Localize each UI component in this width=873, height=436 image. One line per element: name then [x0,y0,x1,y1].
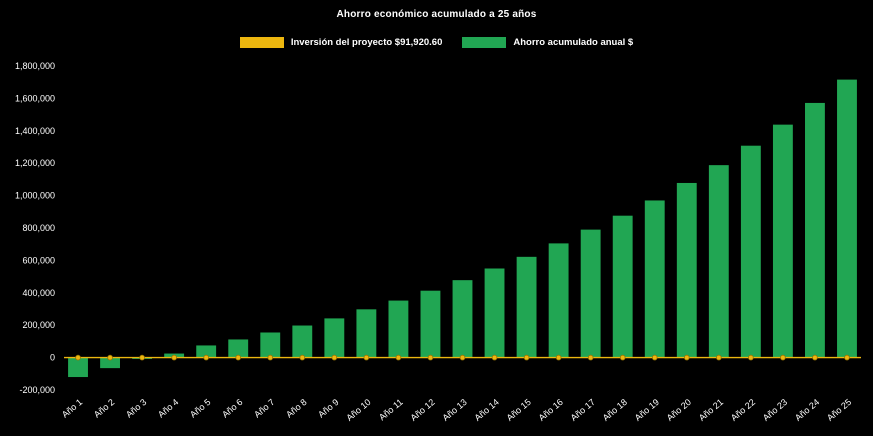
investment-marker [459,354,466,361]
y-tick-label: 800,000 [22,223,55,233]
investment-marker [139,354,145,361]
x-tick-label: Año 25 [825,397,853,423]
savings-bar [356,309,377,358]
investment-marker [107,354,113,361]
x-tick-label: Año 24 [793,397,821,423]
savings-bar [452,280,473,358]
y-tick-label: -200,000 [19,385,55,395]
savings-bar [548,243,569,358]
legend-item-investment: Inversión del proyecto $91,920.60 [239,37,443,48]
x-tick-label: Año 19 [633,397,661,423]
x-tick-label: Año 1 [60,397,84,420]
savings-bar [805,102,825,358]
x-tick-label: Año 17 [569,397,597,423]
savings-bar [708,165,729,358]
x-tick-label: Año 18 [601,397,629,423]
savings-bar [772,124,793,358]
investment-marker [491,354,498,361]
savings-bar [676,182,697,358]
savings-bar [292,325,313,358]
x-tick-label: Año 6 [220,397,244,420]
investment-marker [267,354,274,361]
x-tick-label: Año 20 [665,397,693,423]
savings-bar [612,215,633,358]
investment-marker [203,354,209,361]
x-tick-label: Año 10 [344,397,372,423]
investment-marker [235,354,242,361]
investment-marker [812,354,818,361]
investment-marker [748,354,754,361]
x-tick-label: Año 22 [729,397,757,423]
y-tick-label: 1,000,000 [15,191,55,201]
chart-legend: Inversión del proyecto $91,920.60 Ahorro… [0,37,873,48]
y-tick-label: 1,400,000 [15,126,55,136]
investment-marker [555,354,562,361]
x-tick-label: Año 3 [124,397,148,420]
x-tick-label: Año 7 [252,397,276,420]
x-tick-label: Año 4 [156,397,180,420]
savings-bar [516,256,537,358]
investment-marker [171,354,177,361]
investment-marker [651,354,658,361]
investment-marker [363,354,370,361]
investment-marker [683,354,690,361]
investment-marker [395,354,402,361]
y-tick-label: 1,600,000 [15,93,55,103]
x-tick-label: Año 14 [473,397,501,423]
savings-bar [260,332,281,358]
investment-marker [587,354,594,361]
y-tick-label: 600,000 [22,255,55,265]
chart-title: Ahorro económico acumulado a 25 años [336,9,537,20]
x-tick-label: Año 21 [697,397,725,423]
investment-marker [780,354,786,361]
y-tick-label: 0 [50,353,55,363]
savings-bar [740,145,761,358]
savings-bar [580,229,601,358]
x-tick-label: Año 8 [284,397,308,420]
investment-marker [75,354,81,361]
investment-swatch [239,37,284,48]
savings-bar [228,339,249,358]
savings-bar [196,345,217,358]
savings-swatch [462,37,507,48]
y-tick-label: 200,000 [22,320,55,330]
y-tick-label: 1,800,000 [15,61,55,71]
savings-bar [644,200,665,358]
investment-marker [523,354,530,361]
x-tick-label: Año 2 [92,397,116,420]
savings-bar [837,79,857,358]
savings-bar [100,357,120,369]
savings-bar [484,268,505,358]
x-tick-label: Año 11 [377,397,405,423]
savings-bar [68,357,88,378]
investment-marker [427,354,434,361]
investment-marker [716,354,722,361]
x-tick-label: Año 5 [188,397,212,420]
y-tick-label: 1,200,000 [15,158,55,168]
y-tick-label: 400,000 [22,288,55,298]
savings-bar [324,318,345,358]
x-tick-label: Año 16 [537,397,565,423]
investment-marker [619,354,626,361]
legend-item-savings: Ahorro acumulado anual $ [462,37,633,48]
investment-marker [844,354,850,361]
x-tick-label: Año 23 [761,397,789,423]
investment-marker [299,354,306,361]
savings-bar [388,300,409,358]
x-tick-label: Año 9 [316,397,340,420]
x-tick-label: Año 12 [408,397,436,423]
savings-legend-label: Ahorro acumulado anual $ [513,37,634,48]
investment-marker [331,354,338,361]
investment-legend-label: Inversión del proyecto $91,920.60 [290,37,443,48]
x-tick-label: Año 13 [441,397,469,423]
savings-bar [420,290,441,358]
x-tick-label: Año 15 [505,397,533,423]
